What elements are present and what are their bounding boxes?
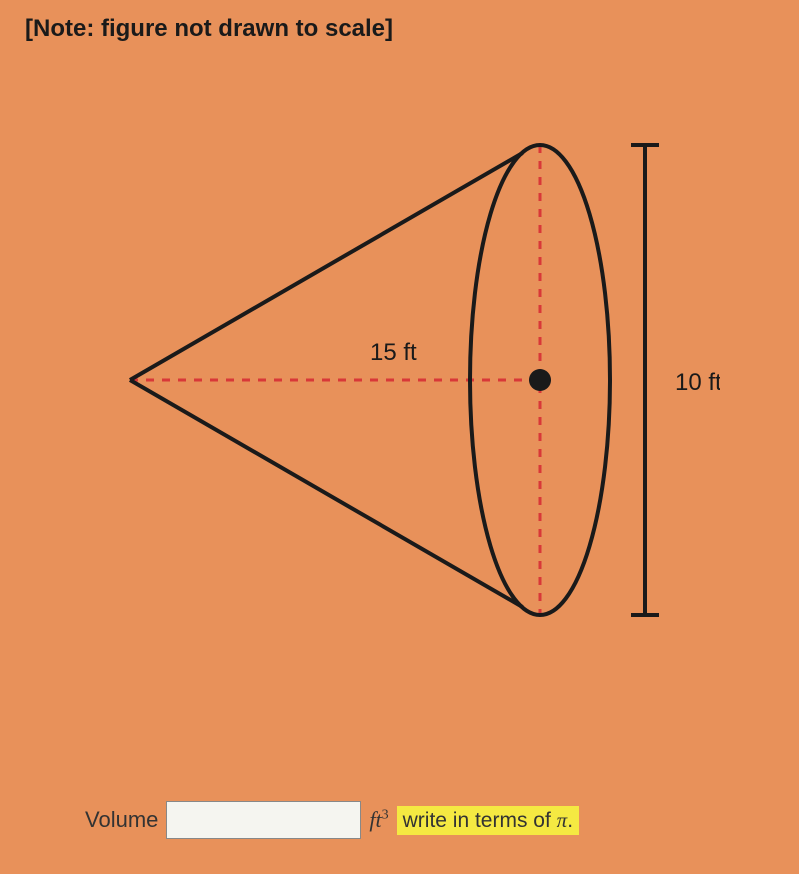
unit-label: ft3	[369, 807, 388, 833]
highlight-prefix: write in terms of	[403, 809, 557, 832]
pi-symbol: π	[557, 808, 568, 832]
unit-ft: ft	[369, 807, 381, 832]
height-label: 15 ft	[370, 339, 417, 366]
cone-edge-top	[130, 153, 523, 380]
diameter-label: 10 ft	[675, 369, 720, 396]
volume-label: Volume	[85, 807, 158, 833]
volume-input[interactable]	[166, 801, 361, 839]
unit-exponent: 3	[382, 808, 389, 823]
highlight-period: .	[567, 809, 573, 832]
note-text: [Note: figure not drawn to scale]	[25, 15, 393, 43]
cone-svg: 15 ft 10 ft	[100, 100, 720, 660]
answer-row: Volume ft3 write in terms of π.	[85, 801, 579, 839]
cone-edge-bottom	[130, 380, 523, 607]
cone-figure: 15 ft 10 ft	[100, 100, 720, 660]
highlight-instruction: write in terms of π.	[397, 806, 579, 835]
center-dot	[529, 369, 551, 391]
